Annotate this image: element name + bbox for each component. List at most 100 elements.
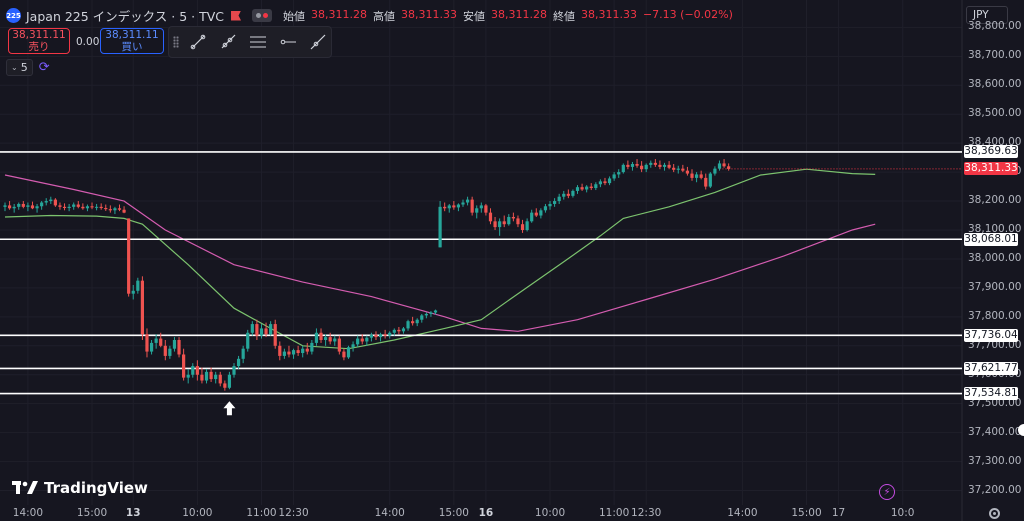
buy-button[interactable]: 38,311.11 買い [100, 28, 164, 54]
candle [232, 363, 236, 378]
candle-body [76, 204, 80, 207]
candle-body [232, 366, 236, 375]
trend-line-tool-icon[interactable] [187, 31, 209, 53]
candle-body [58, 205, 62, 207]
candle [200, 367, 204, 384]
candle-body [727, 166, 731, 169]
drag-handle-icon[interactable] [173, 36, 179, 48]
candle [21, 201, 25, 209]
time-tick-label: 13 [125, 507, 141, 519]
candle [241, 345, 245, 364]
candle [159, 332, 163, 348]
candle-body [470, 199, 474, 213]
ohlc-value: 38,311.28 [490, 7, 547, 21]
candle [662, 162, 667, 171]
spread-value: 0.00 [76, 36, 100, 48]
level-price-tag: 37,621.77 [964, 361, 1018, 375]
candle-body [218, 374, 222, 384]
candle [246, 329, 250, 352]
candle [72, 202, 76, 210]
candle-body [209, 371, 213, 380]
candle-body [108, 209, 112, 211]
candle-body [365, 337, 369, 342]
candle [104, 204, 108, 211]
time-tick-label: 12:30 [631, 507, 662, 519]
candle-body [626, 164, 630, 167]
candle-body [62, 206, 67, 208]
candle-body [443, 206, 447, 209]
candle [365, 335, 369, 346]
candle [149, 340, 154, 355]
candle-body [598, 181, 602, 185]
candle [635, 159, 639, 168]
candle-body [95, 206, 99, 208]
candle-body [337, 338, 341, 352]
ohlc-value: 38,311.28 [311, 7, 367, 21]
sync-icon[interactable]: ⟳ [38, 60, 50, 75]
level-price-tag: 38,068.01 [964, 232, 1018, 246]
candle-body [191, 366, 195, 375]
candle [319, 328, 323, 343]
interval-button[interactable]: ⌄ 5 [6, 59, 33, 76]
candle-body [484, 205, 488, 213]
candle [488, 208, 493, 225]
candle-body [397, 329, 401, 332]
candle [117, 204, 122, 212]
candle-body [246, 332, 250, 349]
indicator-row: ⌄ 5 ⟳ [6, 59, 50, 76]
ma-long-line [4, 174, 876, 332]
candle-body [438, 206, 442, 248]
candle [17, 202, 21, 210]
ohlc-value: 38,311.33 [401, 7, 457, 21]
symbol-badge: 225 [6, 8, 21, 23]
horizontal-ray-tool-icon[interactable] [277, 31, 299, 53]
buy-price: 38,311.11 [105, 29, 159, 41]
chevron-down-icon: ⌄ [11, 63, 18, 72]
candle [438, 201, 442, 248]
candle-body [21, 203, 25, 207]
candle-body [104, 208, 108, 210]
scroll-handle[interactable] [1018, 424, 1024, 436]
currency-selector[interactable]: JPY [966, 6, 1008, 24]
time-tick-label: 14:00 [12, 507, 44, 519]
candle [214, 371, 218, 384]
lightning-icon[interactable]: ⚡ [879, 484, 895, 500]
candle-body [566, 193, 570, 196]
candle [259, 324, 264, 339]
candle [314, 328, 319, 346]
parallel-channel-tool-icon[interactable] [247, 31, 269, 53]
time-tick-label: 11:00 [598, 507, 630, 519]
candle [433, 309, 438, 315]
symbol-title[interactable]: Japan 225 インデックス · 5 · TVC [26, 9, 225, 24]
time-tick-label: 10:00 [182, 507, 213, 519]
candlesticks [3, 159, 731, 391]
ohlc-label: 終値 [552, 9, 575, 23]
flag-icon[interactable] [231, 10, 242, 21]
extended-line-tool-icon[interactable] [307, 31, 329, 53]
candle [392, 328, 396, 336]
candle [145, 328, 149, 358]
time-tick-label: 15:00 [438, 507, 469, 519]
candle [35, 203, 39, 213]
horizontal-levels [0, 151, 962, 395]
sell-button[interactable]: 38,311.11 売り [8, 28, 70, 54]
candle [328, 332, 332, 345]
time-tick-label: 16 [478, 507, 494, 519]
ray-tool-icon[interactable] [217, 31, 239, 53]
buy-label: 買い [121, 41, 143, 53]
candle-body [630, 164, 635, 167]
price-tick-label: 38,400.00 [968, 136, 1022, 149]
candle [264, 322, 268, 338]
candle [589, 183, 593, 191]
candle-body [461, 202, 465, 205]
candle-body [374, 334, 378, 338]
candle-body [456, 204, 461, 208]
gear-icon[interactable] [989, 508, 1000, 519]
candle [81, 203, 85, 210]
candle [85, 204, 90, 212]
candle [301, 345, 305, 358]
candle [136, 277, 140, 294]
candle [713, 166, 717, 176]
price-tick-label: 37,900.00 [968, 280, 1022, 293]
